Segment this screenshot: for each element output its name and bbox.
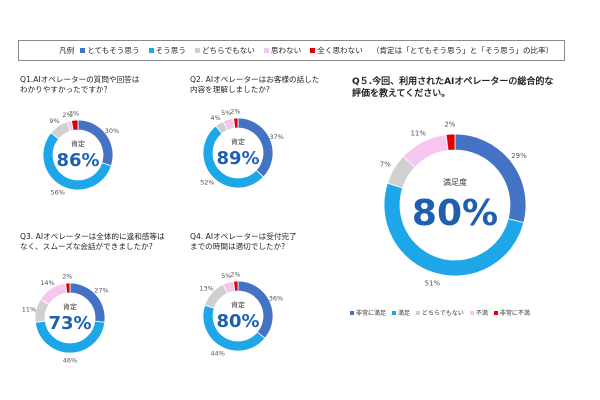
q5-legend-item: 不満 (469, 308, 488, 317)
chart1-slice-label-1: 30% (105, 127, 119, 135)
chart5-slice-label-5: 2% (444, 121, 455, 129)
legend-label: 凡例 (59, 46, 75, 55)
legend-note: （肯定は「とてもそう思う」と「そう思う」の比率） (371, 46, 554, 55)
legend-item: 全く思わない (310, 45, 363, 56)
chart3-center-label: 肯定 (63, 302, 77, 311)
chart4-slice-label-4: 5% (221, 272, 231, 280)
chart5-slice-label-4: 11% (410, 129, 426, 137)
q5-legend-item: 満足 (392, 308, 410, 317)
chart5-slice-4 (402, 134, 449, 168)
chart2-slice-5 (233, 117, 239, 129)
question-4: Q4. AIオペレーターは受付完了 までの時間は適切でしたか? (190, 232, 297, 251)
chart4-slice-label-1: 36% (269, 295, 283, 303)
q5-legend-item: どちらでもない (416, 308, 464, 317)
chart1-slice-label-3: 9% (49, 117, 59, 125)
legend-swatch (194, 48, 200, 53)
chart5-slice-label-1: 29% (511, 152, 527, 160)
chart2-center-label: 肯定 (231, 137, 245, 146)
chart5-slice-label-2: 51% (425, 279, 441, 287)
chart4-center-value: 80% (216, 311, 259, 332)
legend-item: とてもそう思う (80, 45, 140, 56)
chart1-slice-label-4: 2% (62, 111, 72, 119)
chart5-center-label: 満足度 (443, 177, 467, 187)
chart3-center-value: 73% (48, 313, 91, 334)
legend-swatch (148, 48, 154, 53)
question-5-title: Q５.今回、利用されたAIオペレーターの総合的な 評価を教えてください。 (352, 77, 554, 99)
chart1-center-label: 肯定 (71, 139, 85, 148)
chart3-slice-label-1: 27% (94, 287, 108, 295)
chart1-center-value: 86% (56, 150, 99, 171)
chart2-center-value: 89% (216, 148, 259, 169)
chart5-slice-label-3: 7% (380, 160, 391, 168)
legend-box: 凡例 とてもそう思う そう思う どちらでもない 思わない 全く思わない （肯定は… (18, 40, 565, 61)
legend-swatch (263, 48, 269, 53)
q5-legend-item: 非常に満足 (350, 308, 386, 317)
legend-item: そう思う (148, 45, 186, 56)
legend-swatch (310, 48, 316, 53)
question-1: Q1.AIオペレーターの質問や回答は わかりやすかったですか？ (20, 75, 140, 94)
legend-item: どちらでもない (194, 45, 255, 56)
chart1-slice-label-5: 3% (69, 110, 79, 118)
chart4-center-label: 肯定 (231, 300, 245, 309)
chart2-slice-label-5: 2% (230, 108, 240, 116)
chart2-slice-label-1: 37% (269, 133, 283, 141)
chart1-slice-label-2: 56% (51, 188, 65, 196)
chart2-slice-label-4: 5% (221, 109, 231, 117)
chart2-slice-label-2: 52% (200, 178, 214, 186)
chart3-slice-label-4: 14% (40, 279, 54, 287)
legend-swatch (80, 48, 86, 53)
question-3: Q3. AIオペレーターは全体的に違和感等は なく、スムーズな会話ができましたか… (20, 232, 165, 251)
chart5-center-value: 80% (412, 193, 498, 234)
chart4-slice-5 (233, 280, 239, 292)
q5-legend: 非常に満足 満足 どちらでもない 不満 非常に不満 (350, 308, 536, 317)
chart4-slice-label-3: 13% (199, 285, 213, 293)
question-2: Q2. AIオペレーターはお客様の話した 内容を理解しましたか? (190, 75, 320, 94)
chart4-slice-label-5: 2% (230, 271, 240, 279)
legend-item: 思わない (263, 45, 301, 56)
q5-legend-item: 非常に不満 (493, 308, 530, 317)
chart5-slice-5 (445, 133, 456, 151)
chart3-slice-label-3: 11% (22, 305, 36, 313)
chart3-slice-label-5: 2% (62, 273, 72, 281)
chart2-slice-label-3: 4% (210, 114, 220, 122)
chart3-slice-5 (65, 282, 71, 294)
chart1-slice-5 (70, 119, 79, 131)
chart4-slice-label-2: 44% (211, 349, 225, 357)
chart3-slice-label-2: 46% (63, 357, 77, 365)
